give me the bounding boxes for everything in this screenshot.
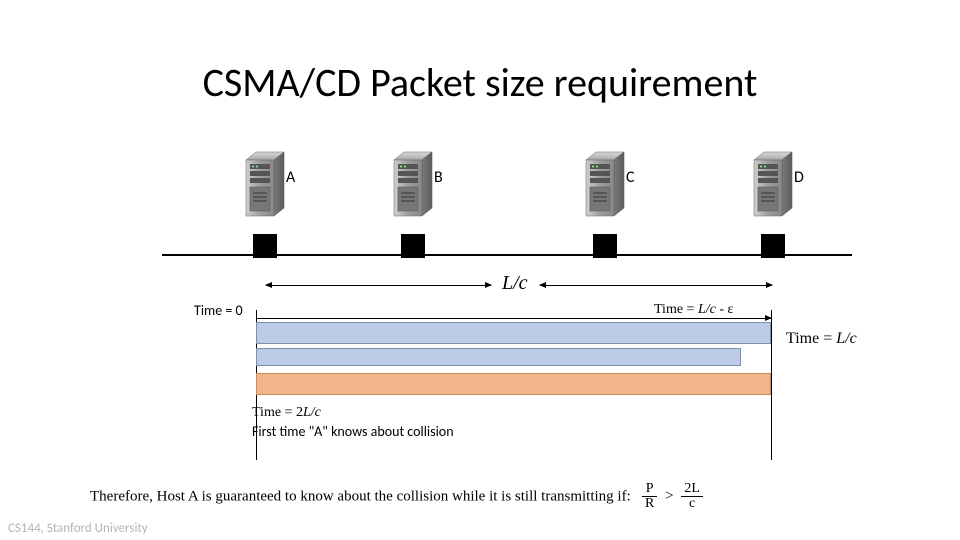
server-c-label: C <box>626 168 635 187</box>
server-icon <box>388 150 438 220</box>
server-icon <box>240 150 290 220</box>
lc-arrow-left <box>266 285 491 286</box>
time0-arrow <box>256 318 771 319</box>
time0-label: Time = 0 <box>194 302 243 319</box>
packet-d <box>256 373 771 395</box>
server-a-label: A <box>286 168 295 187</box>
server-c: C <box>580 150 630 220</box>
server-d: D <box>748 150 798 220</box>
connector-d <box>761 234 785 258</box>
conclusion-prefix: Therefore, Host A is guaranteed to know … <box>90 488 631 504</box>
page-title: CSMA/CD Packet size requirement <box>0 58 960 107</box>
frac-rhs: 2Lc <box>681 482 703 512</box>
connector-a <box>253 234 277 258</box>
server-b: B <box>388 150 438 220</box>
server-a: A <box>240 150 290 220</box>
timeLC-label: Time = L/c <box>786 330 857 348</box>
server-d-label: D <box>794 168 804 187</box>
timeLCeps-label: Time = L/c - ε <box>654 302 733 318</box>
connector-c <box>593 234 617 258</box>
frac-lhs: PR <box>642 482 657 512</box>
server-b-label: B <box>434 168 443 187</box>
tick-right <box>771 310 772 460</box>
connector-b <box>401 234 425 258</box>
packet-a-upper <box>256 322 771 344</box>
collision-label: First time "A" knows about collision <box>252 423 454 440</box>
footer-text: CS144, Stanford University <box>8 521 148 536</box>
op-gt: > <box>661 488 677 504</box>
lc-annotation: L/c <box>502 272 528 295</box>
lc-arrow-right <box>540 285 772 286</box>
conclusion-text: Therefore, Host A is guaranteed to know … <box>90 482 910 512</box>
time2LC-label: Time = 2L/c <box>252 405 321 421</box>
server-icon <box>748 150 798 220</box>
packet-a-lower <box>256 348 741 366</box>
server-icon <box>580 150 630 220</box>
